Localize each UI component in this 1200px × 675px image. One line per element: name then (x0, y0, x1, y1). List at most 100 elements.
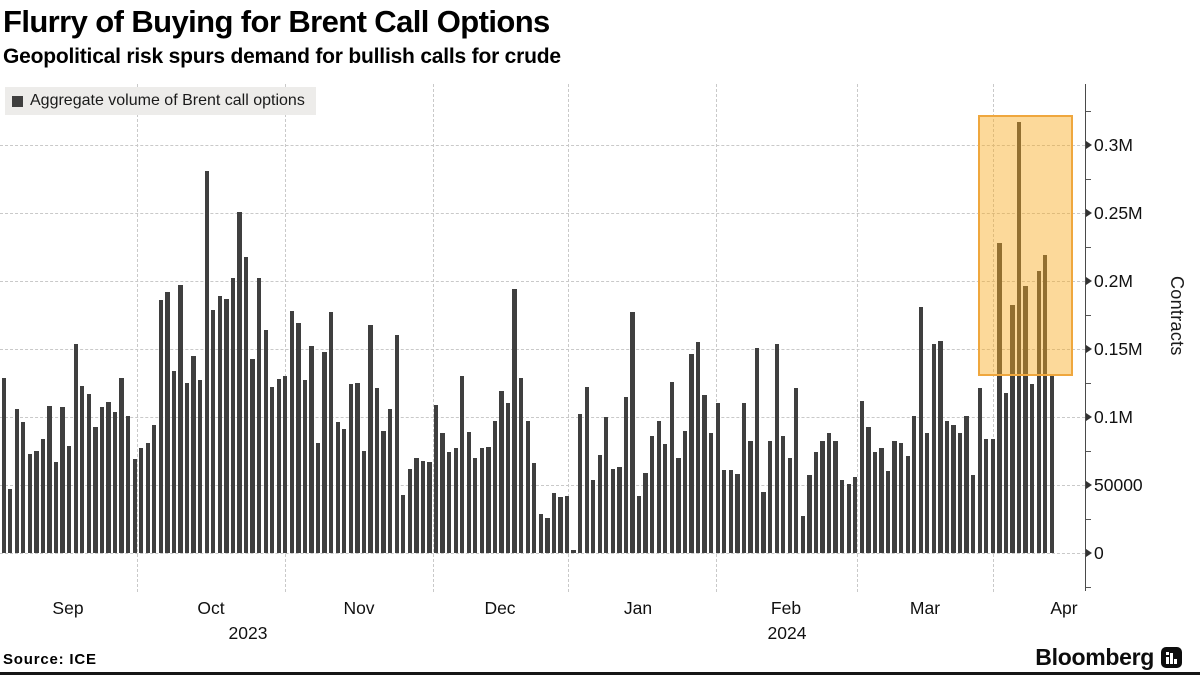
volume-bar (663, 444, 668, 553)
volume-bar (230, 278, 236, 553)
volume-bar (1003, 392, 1009, 553)
volume-bar (112, 411, 118, 553)
volume-bar (276, 378, 281, 553)
volume-bar (158, 300, 164, 553)
volume-bar (355, 383, 360, 553)
volume-bar (971, 475, 976, 553)
gridline-horizontal (0, 281, 1085, 282)
volume-bar (106, 402, 111, 553)
volume-bar (125, 415, 131, 553)
y-axis-minor-tick-icon (1086, 519, 1091, 520)
volume-bar (401, 494, 406, 553)
volume-bar (414, 457, 419, 553)
volume-bar (617, 467, 622, 553)
volume-bar (610, 468, 616, 553)
volume-bar (1023, 286, 1028, 553)
bloomberg-chart-icon (1161, 647, 1182, 668)
gridline-horizontal (0, 417, 1085, 418)
volume-bar (505, 403, 511, 553)
y-axis-minor-tick-icon (1086, 383, 1091, 384)
volume-bar (453, 448, 458, 553)
volume-bar (473, 457, 478, 553)
volume-bar (184, 383, 190, 553)
gridline-horizontal (0, 553, 1085, 554)
volume-bar (433, 404, 439, 553)
volume-bar (86, 393, 91, 553)
volume-bar (302, 380, 308, 553)
volume-bar (152, 425, 157, 553)
volume-bar (329, 312, 334, 553)
volume-bar (479, 448, 485, 553)
volume-bar (420, 460, 426, 553)
volume-bar (427, 461, 432, 553)
volume-bar (800, 516, 806, 553)
volume-bar (722, 470, 727, 553)
x-axis-month-label: Dec (484, 598, 516, 618)
volume-bar (381, 430, 386, 553)
volume-bar (820, 441, 825, 553)
volume-bar (361, 451, 367, 553)
volume-bar (145, 442, 150, 553)
volume-bar (486, 446, 491, 553)
y-axis-minor-tick-icon (1086, 587, 1091, 588)
volume-bar (171, 370, 177, 553)
volume-bar (1036, 271, 1041, 553)
volume-bar (656, 421, 661, 553)
volume-bar (977, 388, 982, 553)
volume-bar (584, 387, 589, 553)
volume-bar (892, 441, 897, 553)
volume-bar (898, 442, 904, 553)
volume-bar (191, 355, 196, 553)
volume-bar (630, 312, 635, 553)
volume-bar (813, 452, 819, 553)
volume-bar (165, 291, 170, 553)
volume-bar (833, 441, 838, 553)
volume-bar (532, 463, 537, 553)
volume-bar (695, 342, 701, 553)
y-axis-tick-label: 0.1M (1094, 407, 1133, 427)
highlight-region (977, 115, 1073, 377)
y-axis-tick-label: 0.3M (1094, 135, 1133, 155)
volume-bar (754, 347, 760, 553)
volume-bar (591, 479, 596, 553)
volume-bar (40, 438, 46, 553)
volume-bar (957, 433, 963, 553)
gridline-horizontal (0, 213, 1085, 214)
volume-bar (73, 343, 78, 553)
source-note: Source: ICE (3, 651, 97, 668)
legend-label: Aggregate volume of Brent call options (30, 92, 305, 109)
volume-bar (60, 407, 65, 553)
gridline-horizontal (0, 349, 1085, 350)
volume-bar (853, 476, 858, 553)
volume-bar (47, 406, 52, 553)
x-axis-month-label: Sep (52, 598, 84, 618)
y-axis-major-tick-icon (1086, 209, 1092, 217)
y-axis-tick-label: 0.25M (1094, 203, 1143, 223)
volume-bar (538, 513, 543, 553)
volume-bar (984, 438, 989, 553)
gridline-month-boundary (433, 84, 434, 592)
y-axis-major-tick-icon (1086, 549, 1092, 557)
y-axis-line (1085, 84, 1086, 591)
volume-bar (466, 431, 471, 553)
volume-bar (728, 470, 733, 553)
y-axis-minor-tick-icon (1086, 179, 1091, 180)
gridline-horizontal (0, 485, 1085, 486)
volume-bar (774, 343, 779, 553)
volume-bar (551, 493, 557, 553)
volume-bar (525, 421, 530, 553)
gridline-month-boundary (993, 84, 994, 592)
volume-bar (1030, 384, 1035, 553)
volume-bar (263, 329, 268, 553)
volume-bar (938, 340, 943, 553)
volume-bar (335, 422, 340, 553)
y-axis-tick-label: 50000 (1094, 475, 1143, 495)
volume-bar (250, 358, 255, 553)
volume-bar (283, 376, 288, 553)
volume-bar (27, 453, 32, 553)
volume-bar (702, 395, 707, 553)
x-axis-year-label: 2024 (767, 623, 807, 643)
volume-bar (925, 433, 930, 553)
volume-bar (944, 421, 950, 553)
gridline-month-boundary (568, 84, 569, 592)
